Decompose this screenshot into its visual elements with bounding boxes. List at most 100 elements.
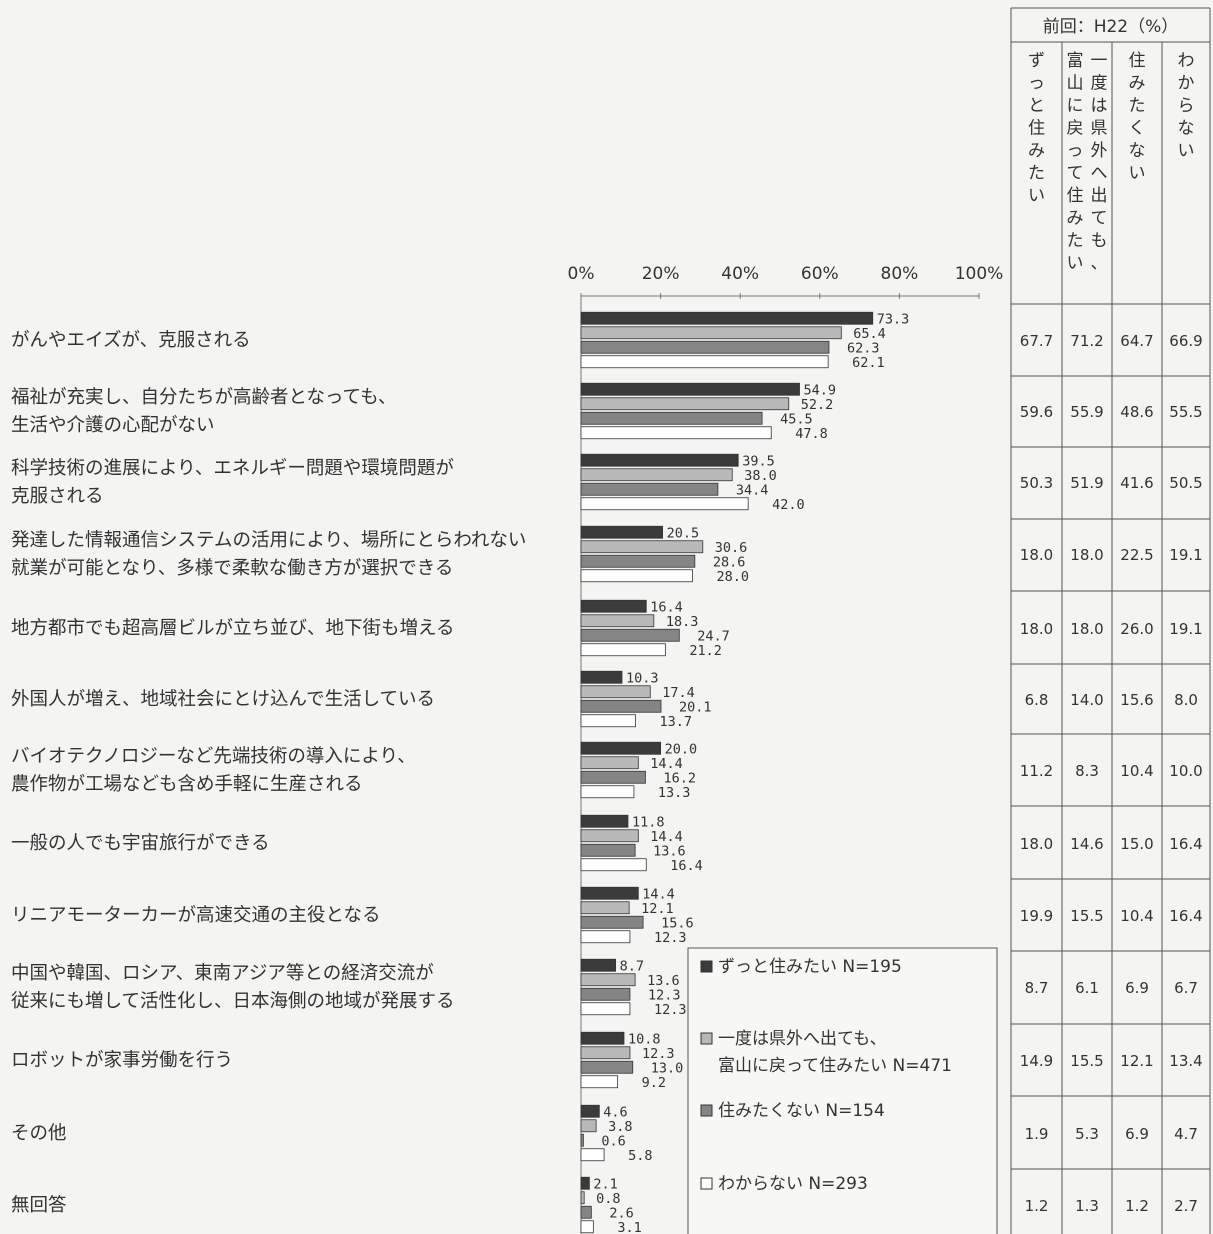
bar — [580, 1060, 634, 1074]
table-column-header-char: い — [1129, 164, 1146, 184]
data-label: 16.4 — [650, 599, 683, 615]
data-label: 45.5 — [780, 411, 813, 427]
table-cell: 66.9 — [1169, 332, 1202, 350]
data-label: 30.6 — [715, 540, 748, 556]
data-label: 5.8 — [628, 1148, 652, 1164]
bar — [580, 1104, 600, 1118]
table-cell: 1.3 — [1075, 1197, 1099, 1215]
table-cell: 15.0 — [1120, 835, 1153, 853]
table-cell: 14.9 — [1020, 1052, 1053, 1070]
data-label: 47.8 — [795, 426, 828, 442]
table-column-header-char: 住 — [1129, 51, 1146, 71]
data-label: 21.2 — [689, 643, 722, 659]
data-label: 13.7 — [660, 714, 693, 730]
bar — [580, 699, 662, 713]
table-cell: 18.0 — [1070, 546, 1103, 564]
x-tick-label: 80% — [881, 264, 919, 284]
data-label: 16.4 — [670, 858, 703, 874]
table-cell: 55.9 — [1070, 403, 1103, 421]
data-label: 14.4 — [650, 829, 683, 845]
legend-swatch — [700, 1104, 713, 1117]
table-cell: 48.6 — [1120, 403, 1153, 421]
table-cell: 14.6 — [1070, 835, 1103, 853]
table-cell: 50.5 — [1169, 474, 1202, 492]
data-label: 34.4 — [736, 482, 769, 498]
bar — [580, 468, 733, 482]
data-label: 13.6 — [653, 843, 686, 859]
bar — [580, 1031, 625, 1045]
bar — [580, 843, 636, 857]
table-cell: 50.3 — [1020, 474, 1053, 492]
bar — [580, 886, 639, 900]
table-column-header-char: も — [1091, 231, 1108, 251]
bar — [580, 340, 830, 354]
bar — [580, 814, 629, 828]
table-cell: 64.7 — [1120, 332, 1153, 350]
data-label: 62.3 — [847, 340, 880, 356]
table-cell: 19.1 — [1169, 546, 1202, 564]
legend-swatch — [700, 1032, 713, 1045]
category-label: 発達した情報通信システムの活用により、場所にとらわれない — [11, 530, 526, 551]
category-label: がんやエイズが、克服される — [11, 330, 251, 351]
bar — [580, 426, 772, 440]
table-cell: 6.8 — [1025, 691, 1049, 709]
table-cell: 5.3 — [1075, 1125, 1099, 1143]
table-cell: 13.4 — [1169, 1052, 1202, 1070]
bar — [580, 1133, 584, 1147]
bar — [580, 554, 696, 568]
data-label: 8.7 — [620, 958, 644, 974]
table-cell: 1.2 — [1025, 1197, 1049, 1215]
bar — [580, 411, 763, 425]
table-cell: 18.0 — [1020, 546, 1053, 564]
table-column-header-char: 戻 — [1067, 119, 1084, 139]
table-cell: 41.6 — [1120, 474, 1153, 492]
category-label: 中国や韓国、ロシア、東南アジア等との経済交流が — [11, 963, 434, 984]
data-label: 13.6 — [647, 973, 680, 989]
data-label: 12.1 — [641, 901, 674, 917]
table-cell: 2.7 — [1174, 1197, 1198, 1215]
data-label: 13.3 — [658, 785, 691, 801]
data-label: 28.0 — [716, 569, 749, 585]
table-cell: 6.9 — [1125, 979, 1149, 997]
category-label: 地方都市でも超高層ビルが立ち並び、地下街も増える — [11, 618, 454, 639]
table-column-header-char: 住 — [1028, 119, 1045, 139]
table-cell: 19.9 — [1020, 907, 1053, 925]
table-column-header-char: た — [1028, 164, 1045, 184]
data-label: 16.2 — [663, 770, 696, 786]
category-label: その他 — [11, 1123, 67, 1144]
category-label: バイオテクノロジーなど先端技術の導入により、 — [11, 746, 416, 767]
table-column-header-char: 県 — [1091, 119, 1108, 139]
legend-swatch — [700, 960, 713, 973]
table-cell: 12.1 — [1120, 1052, 1153, 1070]
table-column-header-char: 外 — [1091, 141, 1108, 161]
data-label: 2.6 — [609, 1205, 633, 1221]
bar — [580, 1075, 619, 1089]
bar — [580, 930, 631, 944]
table-cell: 1.2 — [1125, 1197, 1149, 1215]
category-labels: がんやエイズが、克服される福祉が充実し、自分たちが高齢者となっても、生活や介護の… — [11, 330, 526, 1216]
table-cell: 8.0 — [1174, 691, 1198, 709]
legend-swatch — [700, 1177, 713, 1190]
data-label: 14.4 — [642, 886, 675, 902]
data-label: 3.1 — [617, 1220, 641, 1234]
table-column-header-char: 住 — [1067, 186, 1084, 206]
legend: ずっと住みたい N=195 一度は県外へ出ても、富山に戻って住みたい N=471 住… — [687, 947, 998, 1234]
table-cell: 10.0 — [1169, 762, 1202, 780]
bar — [580, 1220, 594, 1234]
table-cell: 8.3 — [1075, 762, 1099, 780]
category-label: 一般の人でも宇宙旅行ができる — [11, 833, 270, 854]
x-tick-label: 40% — [721, 264, 759, 284]
table-cell: 10.4 — [1120, 907, 1153, 925]
table-column-header-char: 、 — [1091, 254, 1108, 274]
data-label: 10.8 — [628, 1031, 661, 1047]
table-cell: 51.9 — [1070, 474, 1103, 492]
table-column-header-char: か — [1178, 74, 1195, 94]
bar — [580, 311, 874, 325]
table-cell: 14.0 — [1070, 691, 1103, 709]
category-label: 農作物が工場なども含め手軽に生産される — [11, 774, 363, 795]
bar — [580, 987, 631, 1001]
data-label: 4.6 — [603, 1104, 627, 1120]
bar — [580, 643, 666, 657]
category-label: 克服される — [11, 486, 104, 507]
table-cell: 6.7 — [1174, 979, 1198, 997]
